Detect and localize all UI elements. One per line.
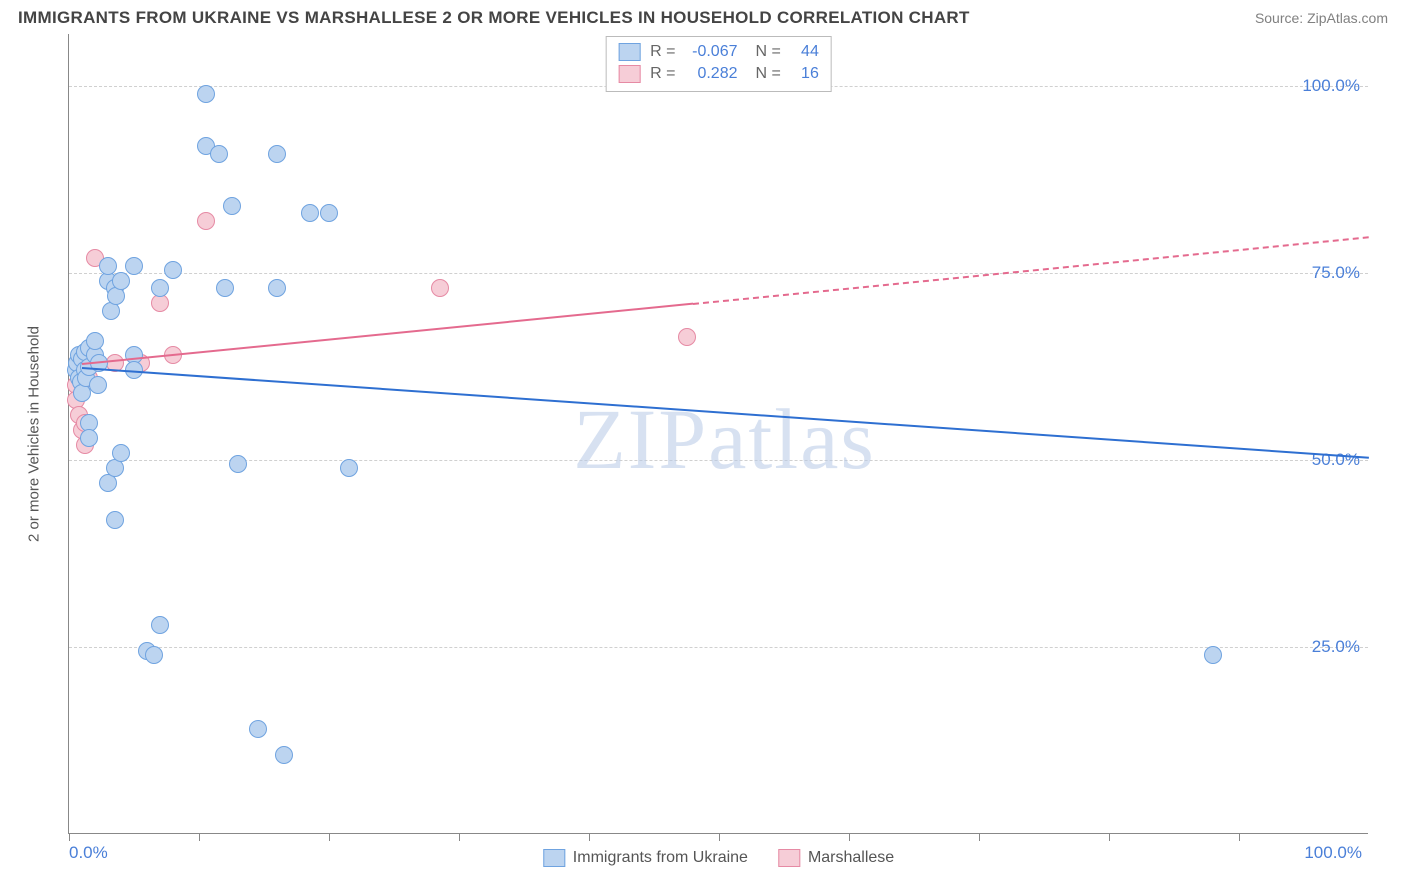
y-tick-label: 75.0% — [1312, 263, 1360, 283]
x-tick — [329, 833, 330, 841]
x-tick — [589, 833, 590, 841]
gridline — [69, 647, 1368, 648]
legend-row: R = -0.067 N = 44 — [618, 41, 819, 63]
legend-series-label: Immigrants from Ukraine — [573, 849, 748, 867]
legend-swatch — [543, 849, 565, 867]
x-axis-label: 100.0% — [1304, 843, 1362, 863]
scatter-point-blue — [223, 197, 241, 215]
scatter-point-blue — [89, 376, 107, 394]
legend-swatch — [618, 65, 640, 83]
legend-r-label: R = — [650, 63, 675, 85]
y-tick-label: 100.0% — [1302, 76, 1360, 96]
y-tick-label: 25.0% — [1312, 637, 1360, 657]
legend-swatch — [778, 849, 800, 867]
x-tick — [199, 833, 200, 841]
y-axis-label: 2 or more Vehicles in Household — [26, 326, 43, 542]
scatter-point-blue — [112, 272, 130, 290]
legend-item: Immigrants from Ukraine — [543, 849, 748, 867]
chart-container: 2 or more Vehicles in Household 25.0%50.… — [18, 34, 1388, 874]
legend-r-value: -0.067 — [686, 41, 738, 63]
gridline — [69, 460, 1368, 461]
scatter-point-blue — [301, 204, 319, 222]
trend-line — [693, 236, 1369, 305]
scatter-point-blue — [229, 455, 247, 473]
scatter-point-blue — [216, 279, 234, 297]
plot-area: 25.0%50.0%75.0%100.0%0.0%100.0%ZIPatlasR… — [68, 34, 1368, 834]
x-tick — [459, 833, 460, 841]
scatter-point-blue — [164, 261, 182, 279]
scatter-point-blue — [112, 444, 130, 462]
x-axis-label: 0.0% — [69, 843, 108, 863]
scatter-point-blue — [210, 145, 228, 163]
scatter-point-blue — [1204, 646, 1222, 664]
scatter-point-blue — [268, 145, 286, 163]
scatter-point-blue — [80, 429, 98, 447]
chart-title: IMMIGRANTS FROM UKRAINE VS MARSHALLESE 2… — [18, 8, 970, 28]
legend-n-label: N = — [756, 41, 781, 63]
legend-item: Marshallese — [778, 849, 894, 867]
legend-swatch — [618, 43, 640, 61]
scatter-point-blue — [197, 85, 215, 103]
legend-bottom: Immigrants from Ukraine Marshallese — [543, 849, 894, 867]
trend-line — [82, 367, 1369, 459]
x-tick — [1239, 833, 1240, 841]
legend-n-value: 16 — [791, 63, 819, 85]
scatter-point-blue — [106, 511, 124, 529]
scatter-point-blue — [145, 646, 163, 664]
legend-r-value: 0.282 — [686, 63, 738, 85]
scatter-point-blue — [99, 257, 117, 275]
scatter-point-blue — [125, 257, 143, 275]
trend-line — [82, 303, 693, 365]
x-tick — [69, 833, 70, 841]
gridline — [69, 273, 1368, 274]
scatter-point-blue — [268, 279, 286, 297]
legend-row: R = 0.282 N = 16 — [618, 63, 819, 85]
scatter-point-pink — [197, 212, 215, 230]
legend-top: R = -0.067 N = 44 R = 0.282 N = 16 — [605, 36, 832, 92]
scatter-point-blue — [340, 459, 358, 477]
x-tick — [849, 833, 850, 841]
legend-n-value: 44 — [791, 41, 819, 63]
scatter-point-blue — [320, 204, 338, 222]
scatter-point-pink — [678, 328, 696, 346]
x-tick — [979, 833, 980, 841]
source-label: Source: ZipAtlas.com — [1255, 10, 1388, 26]
scatter-point-blue — [151, 279, 169, 297]
scatter-point-blue — [86, 332, 104, 350]
scatter-point-blue — [249, 720, 267, 738]
legend-n-label: N = — [756, 63, 781, 85]
scatter-point-blue — [275, 746, 293, 764]
legend-series-label: Marshallese — [808, 849, 894, 867]
x-tick — [1109, 833, 1110, 841]
legend-r-label: R = — [650, 41, 675, 63]
scatter-point-blue — [151, 616, 169, 634]
x-tick — [719, 833, 720, 841]
header: IMMIGRANTS FROM UKRAINE VS MARSHALLESE 2… — [0, 0, 1406, 34]
scatter-point-pink — [431, 279, 449, 297]
